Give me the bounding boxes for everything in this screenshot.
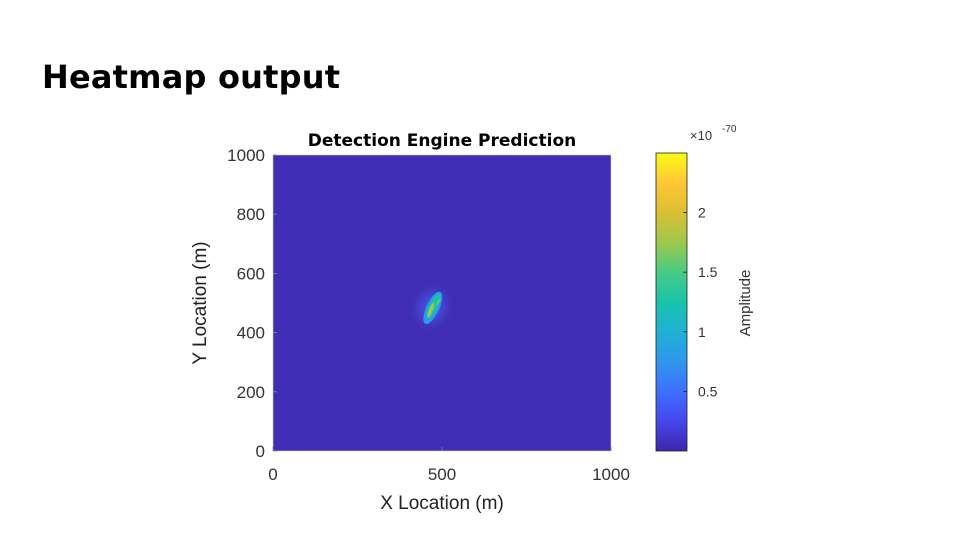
y-axis-label: Y Location (m) [190,241,211,364]
colorbar-ticks: 0.5 1 1.5 2 [683,205,718,399]
x-axis-label: X Location (m) [380,493,504,514]
x-axis-ticks: 0 500 1000 [268,447,630,484]
y-tick-label: 800 [237,205,265,224]
heatmap-hotspot [407,280,457,335]
colorbar-label: Amplitude [737,270,754,337]
y-tick-label: 0 [256,442,265,461]
x-tick-label: 500 [428,465,456,484]
colorbar-exponent-value: -70 [722,124,737,135]
y-tick-label: 1000 [227,146,265,165]
y-tick-label: 600 [237,264,265,283]
colorbar-tick-label: 1 [698,324,706,340]
y-tick-label: 400 [237,324,265,343]
x-tick-label: 0 [268,465,277,484]
colorbar-tick-label: 2 [698,205,706,221]
y-axis-ticks: 0 200 400 600 800 1000 [227,146,277,461]
colorbar-exponent-base: ×10 [690,128,712,143]
slide-title: Heatmap output [42,58,341,96]
colorbar-tick-label: 1.5 [698,264,718,280]
hotspot-peak [427,302,435,318]
hotspot-peak-secondary [436,298,441,306]
colorbar [655,152,688,452]
chart-title: Detection Engine Prediction [308,131,576,151]
x-tick-label: 1000 [592,465,630,484]
y-tick-label: 200 [237,383,265,402]
colorbar-tick-label: 0.5 [698,383,718,399]
